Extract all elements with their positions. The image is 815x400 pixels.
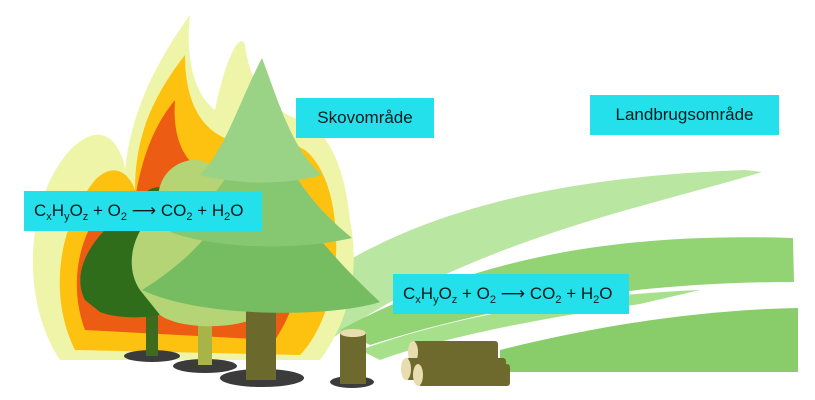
eq-x: x — [46, 211, 52, 223]
eq-h: H — [51, 201, 65, 220]
stacked-log — [413, 341, 498, 363]
eq-co2: CO — [529, 284, 556, 303]
eq-x: x — [415, 294, 421, 306]
eq-h2o-h: H — [580, 284, 594, 303]
log-end — [401, 358, 411, 380]
eq-c: C — [403, 284, 416, 303]
eq-sub2: 2 — [593, 294, 600, 306]
eq-plus: + — [561, 284, 581, 303]
eq-arrow: ⟶ — [127, 201, 161, 220]
eq-h2o-o: O — [599, 284, 613, 303]
eq-plus: + — [88, 201, 108, 220]
combustion-equation-fire: CxHyOz + O2 ⟶ CO2 + H2O — [24, 191, 262, 231]
field-strip — [500, 308, 798, 372]
pine-upper-tier — [200, 58, 322, 183]
eq-sub2: 2 — [120, 211, 128, 223]
eq-sub2: 2 — [555, 294, 562, 306]
eq-o: O — [69, 201, 83, 220]
agricultural-area-label: Landbrugsområde — [590, 95, 779, 135]
eq-h2o-h: H — [211, 201, 225, 220]
log-end — [408, 341, 418, 363]
pine-lower-tier — [142, 195, 380, 313]
field-strip — [300, 170, 762, 340]
eq-h: H — [420, 284, 434, 303]
upright-log — [340, 332, 366, 384]
eq-o2: O — [107, 201, 121, 220]
eq-y: y — [64, 211, 70, 223]
pine-trunk — [246, 305, 276, 380]
eq-o2: O — [476, 284, 490, 303]
log-end — [413, 364, 423, 386]
eq-c: C — [34, 201, 47, 220]
eq-plus: + — [192, 201, 212, 220]
eq-plus: + — [457, 284, 477, 303]
eq-sub2: 2 — [224, 211, 231, 223]
eq-sub2: 2 — [489, 294, 497, 306]
shadow — [173, 359, 237, 373]
logs — [340, 329, 510, 386]
forest-area-label: Skovområde — [296, 98, 434, 138]
combustion-equation-logs: CxHyOz + O2 ⟶ CO2 + H2O — [393, 274, 629, 314]
eq-z: z — [451, 294, 458, 306]
upright-log-top — [340, 329, 366, 337]
eq-h2o-o: O — [230, 201, 244, 220]
agricultural-fields — [300, 170, 798, 372]
eq-sub2: 2 — [186, 211, 193, 223]
eq-o: O — [438, 284, 452, 303]
eq-y: y — [433, 294, 439, 306]
eq-arrow: ⟶ — [496, 284, 530, 303]
stacked-log — [418, 364, 510, 386]
eq-z: z — [82, 211, 89, 223]
eq-co2: CO — [160, 201, 187, 220]
